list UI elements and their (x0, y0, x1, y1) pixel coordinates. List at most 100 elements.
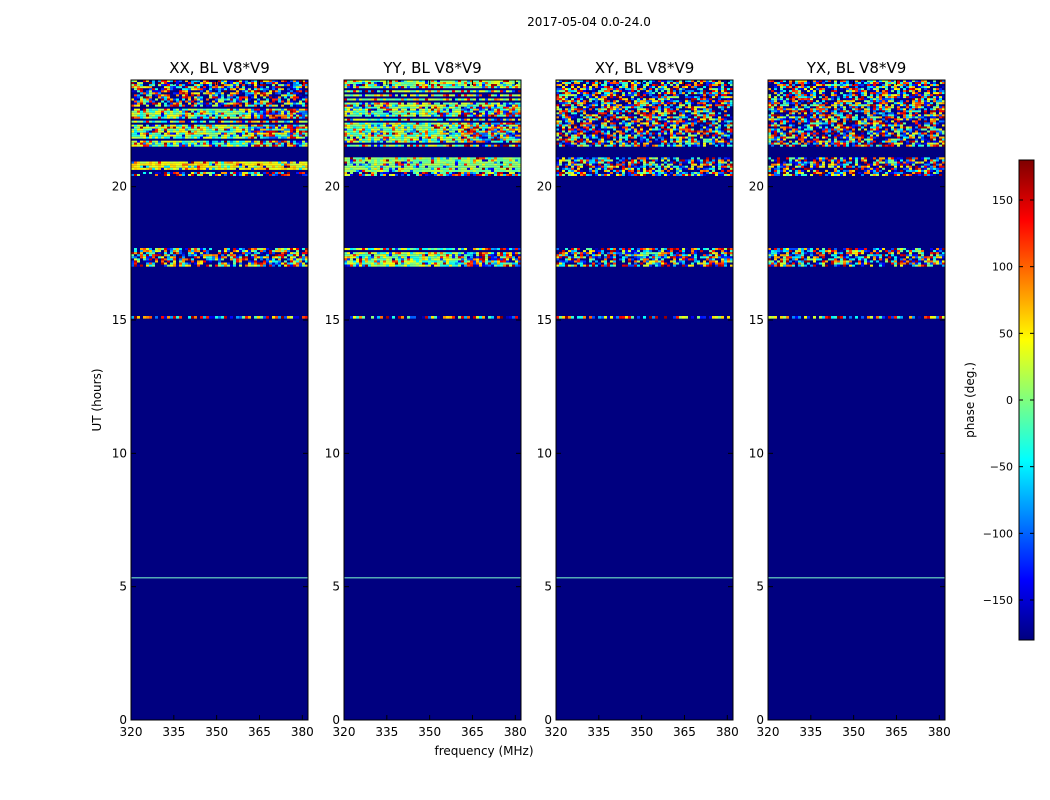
heatmap-cell (494, 262, 497, 265)
heatmap-cell (431, 106, 434, 109)
heatmap-cell (413, 106, 416, 109)
heatmap-cell (287, 126, 290, 129)
heatmap-cell (296, 161, 299, 164)
heatmap-cell (131, 126, 134, 129)
heatmap-cell (512, 118, 515, 121)
heatmap-cell (449, 106, 452, 109)
heatmap-cell (347, 169, 350, 172)
heatmap-cell (371, 118, 374, 121)
heatmap-cell (392, 134, 395, 137)
y-tick-label: 10 (325, 446, 340, 460)
heatmap-cell (458, 112, 461, 115)
heatmap-cell (305, 96, 308, 99)
heatmap-cell (377, 80, 380, 83)
heatmap-cell (131, 264, 134, 267)
heatmap-cell (428, 106, 431, 109)
heatmap-cell (206, 108, 209, 111)
heatmap-cell (425, 84, 428, 87)
heatmap-cell (305, 144, 308, 147)
heatmap-cell (428, 258, 431, 261)
heatmap-cell (362, 169, 365, 172)
heatmap-cell (182, 252, 185, 255)
heatmap-cell (302, 96, 305, 99)
heatmap-cell (218, 86, 221, 89)
heatmap-cell (401, 90, 404, 93)
heatmap-cell (455, 106, 458, 109)
heatmap-cell (485, 165, 488, 168)
heatmap-cell (437, 124, 440, 127)
heatmap-cell (440, 136, 443, 139)
heatmap-cell (443, 165, 446, 168)
heatmap-cell (152, 252, 155, 255)
heatmap-cell (206, 144, 209, 147)
heatmap-cell (425, 138, 428, 141)
heatmap-cell (371, 108, 374, 111)
heatmap-cell (287, 142, 290, 145)
heatmap-cell (374, 163, 377, 166)
heatmap-cell (509, 124, 512, 127)
heatmap-cell (488, 82, 491, 85)
heatmap-cell (428, 136, 431, 139)
heatmap-cell (275, 88, 278, 91)
heatmap-cell (488, 86, 491, 89)
heatmap-cell (263, 163, 266, 166)
heatmap-cell (365, 144, 368, 147)
heatmap-cell (482, 98, 485, 101)
heatmap-cell (368, 254, 371, 257)
heatmap-cell (389, 130, 392, 133)
heatmap-cell (359, 140, 362, 143)
heatmap-cell (428, 128, 431, 131)
heatmap-cell (359, 144, 362, 147)
heatmap-cell (251, 163, 254, 166)
heatmap-cell (485, 140, 488, 143)
heatmap-cell (143, 165, 146, 168)
heatmap-cell (416, 157, 419, 160)
heatmap-cell (410, 132, 413, 135)
heatmap-cell (437, 161, 440, 164)
heatmap-cell (434, 130, 437, 133)
heatmap-cell (248, 167, 251, 170)
heatmap-cell (164, 86, 167, 89)
heatmap-cell (134, 264, 137, 267)
heatmap-cell (383, 252, 386, 255)
heatmap-cell (200, 82, 203, 85)
heatmap-cell (263, 264, 266, 267)
heatmap-cell (218, 108, 221, 111)
heatmap-cell (167, 90, 170, 93)
heatmap-cell (239, 250, 242, 253)
heatmap-cell (509, 108, 512, 111)
heatmap-cell (389, 132, 392, 135)
y-tick-label: 20 (325, 180, 340, 194)
heatmap-cell (236, 248, 239, 251)
heatmap-cell (443, 82, 446, 85)
heatmap-cell (452, 167, 455, 170)
heatmap-cell (476, 138, 479, 141)
heatmap-cell (515, 252, 518, 255)
heatmap-band (350, 316, 521, 319)
heatmap-cell (305, 134, 308, 137)
heatmap-cell (377, 90, 380, 93)
heatmap-cell (425, 167, 428, 170)
heatmap-cell (236, 254, 239, 257)
heatmap-cell (185, 130, 188, 133)
heatmap-cell (227, 102, 230, 105)
heatmap-cell (380, 159, 383, 162)
heatmap-cell (509, 256, 512, 259)
heatmap-cell (173, 110, 176, 113)
heatmap-cell (194, 248, 197, 251)
heatmap-cell (164, 108, 167, 111)
heatmap-cell (446, 260, 449, 263)
heatmap-cell (254, 250, 257, 253)
heatmap-cell (458, 254, 461, 257)
heatmap-cell (188, 142, 191, 145)
heatmap-cell (269, 260, 272, 263)
heatmap-cell (470, 90, 473, 93)
heatmap-cell (482, 172, 485, 174)
heatmap-cell (236, 144, 239, 147)
heatmap-cell (422, 80, 425, 83)
heatmap-cell (485, 134, 488, 137)
heatmap-cell (359, 84, 362, 87)
heatmap-cell (461, 132, 464, 135)
panel-heatmap-background (131, 80, 308, 720)
